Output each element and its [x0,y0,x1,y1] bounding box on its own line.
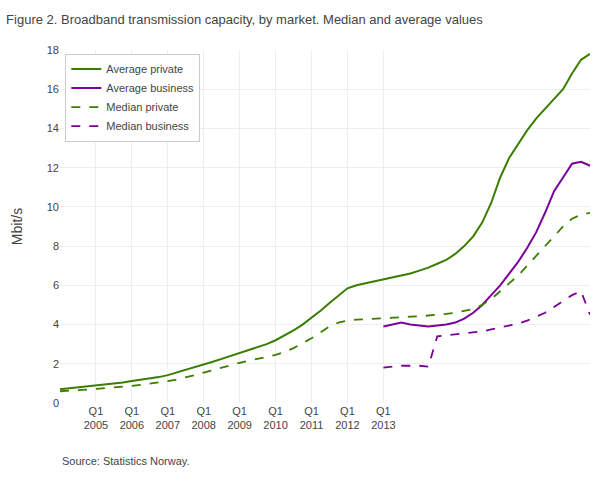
svg-text:Median business: Median business [106,120,189,132]
svg-text:10: 10 [47,201,59,213]
svg-text:Q12013: Q12013 [371,405,395,431]
svg-text:Q12007: Q12007 [156,405,180,431]
svg-text:Figure 2. Broadband transmissi: Figure 2. Broadband transmission capacit… [6,12,483,27]
svg-text:2: 2 [53,358,59,370]
svg-text:0: 0 [53,397,59,409]
svg-text:Q12010: Q12010 [263,405,287,431]
svg-text:Mbit/s: Mbit/s [9,208,25,245]
svg-text:Q12005: Q12005 [84,405,108,431]
svg-text:18: 18 [47,44,59,56]
svg-text:Q12008: Q12008 [191,405,215,431]
svg-text:12: 12 [47,162,59,174]
svg-text:Q12009: Q12009 [227,405,251,431]
svg-text:Source: Statistics Norway.: Source: Statistics Norway. [62,455,190,467]
svg-text:Median private: Median private [106,101,178,113]
svg-text:Average business: Average business [106,82,194,94]
svg-text:Q12006: Q12006 [120,405,144,431]
svg-text:14: 14 [47,122,59,134]
svg-text:Q12011: Q12011 [300,405,324,431]
svg-text:16: 16 [47,83,59,95]
svg-text:8: 8 [53,240,59,252]
svg-text:4: 4 [53,318,59,330]
svg-text:6: 6 [53,279,59,291]
svg-text:Average private: Average private [106,63,183,75]
svg-text:Q12012: Q12012 [335,405,359,431]
